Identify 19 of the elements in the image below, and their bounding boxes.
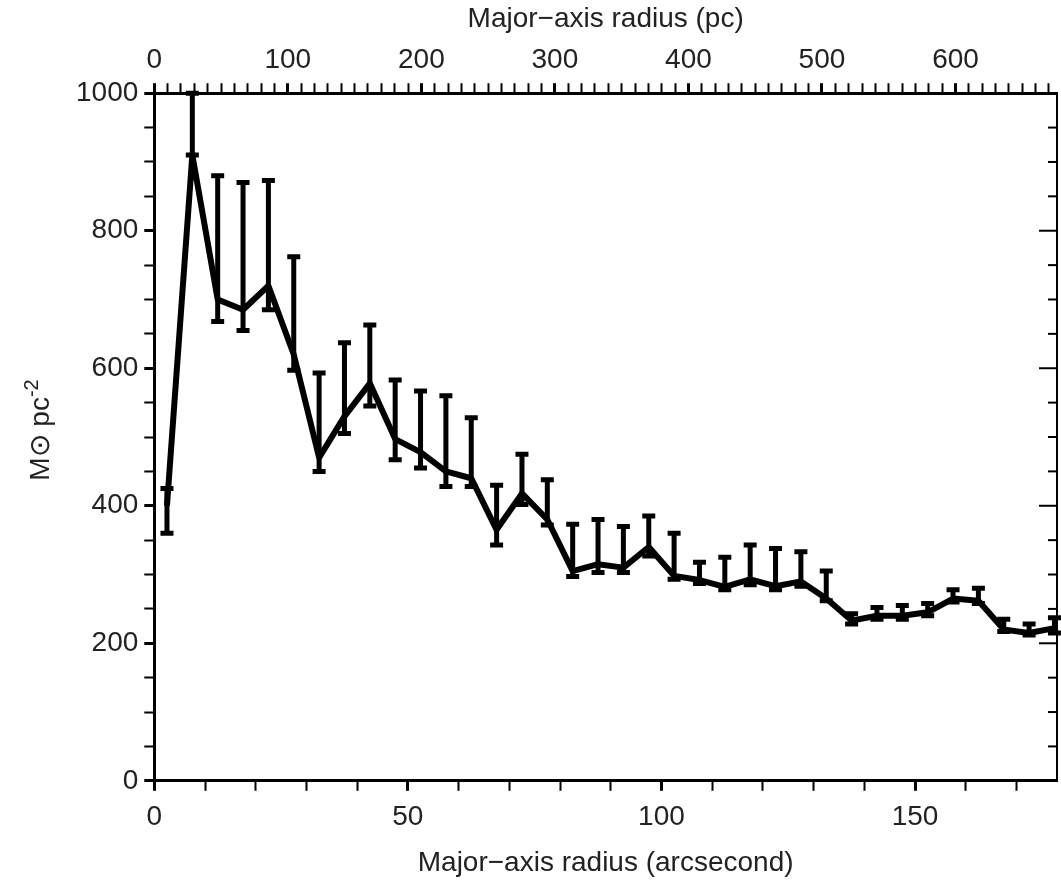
- x2-tick-label: 600: [932, 43, 979, 75]
- y-tick-label: 600: [91, 350, 139, 382]
- x-axis-title: Major−axis radius (arcsecond): [417, 845, 794, 877]
- x-tick-label: 150: [891, 800, 939, 832]
- x2-tick-label: 200: [398, 43, 445, 75]
- x2-tick-label: 100: [264, 43, 312, 75]
- y-tick-label: 400: [91, 488, 139, 520]
- y-tick-label: 0: [122, 763, 139, 795]
- x-tick-label: 0: [146, 800, 163, 832]
- x2-tick-label: 400: [665, 43, 712, 75]
- x2-axis-title: Major−axis radius (pc): [467, 1, 744, 33]
- y-tick-label: 200: [91, 626, 139, 657]
- y-tick-label: 800: [91, 213, 139, 245]
- x2-tick-label: 500: [798, 43, 846, 75]
- x2-tick-label: 300: [531, 43, 579, 75]
- y-tick-label: 1000: [75, 75, 139, 107]
- x2-tick-label: 0: [146, 43, 163, 75]
- x-tick-label: 100: [638, 800, 685, 832]
- x-tick-label: 50: [392, 800, 424, 832]
